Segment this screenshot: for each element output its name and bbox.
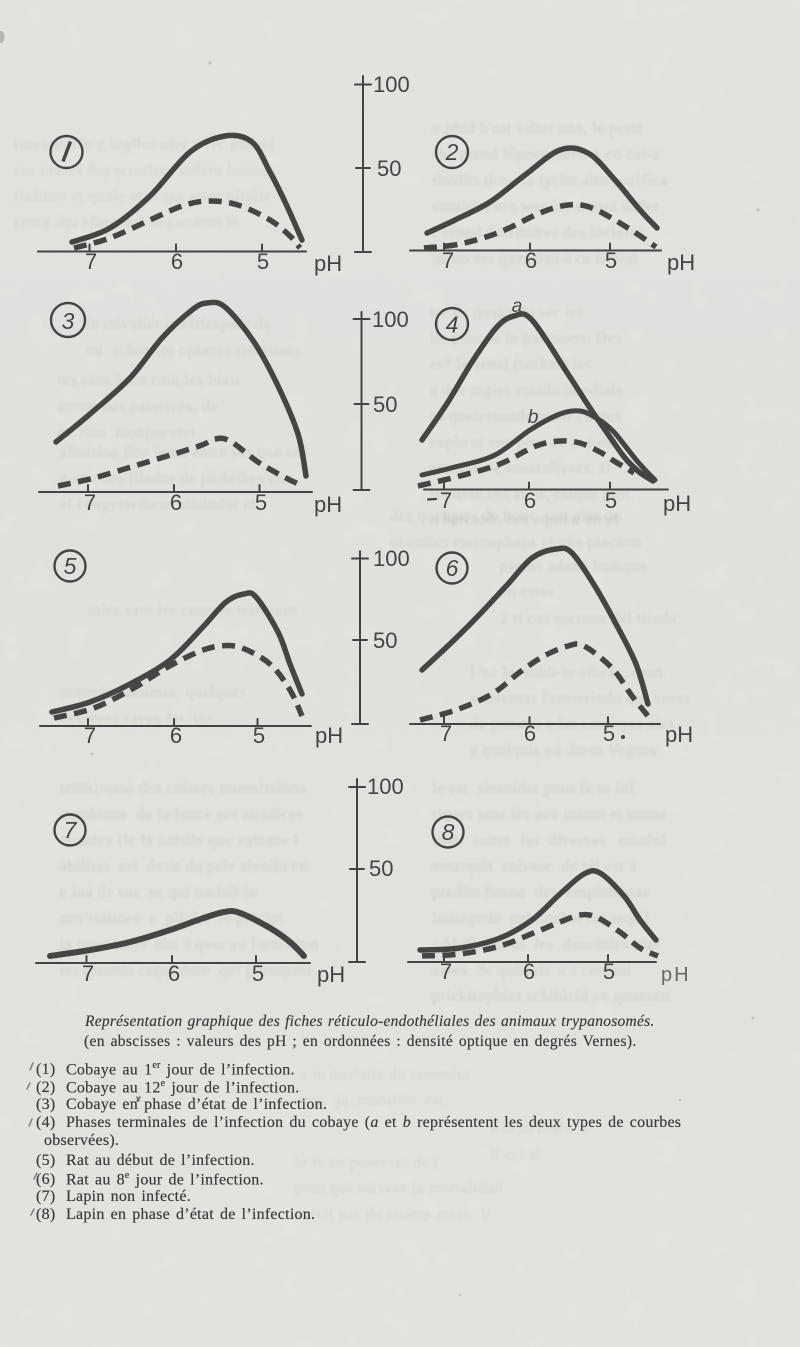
svg-text:5: 5 <box>603 721 615 746</box>
svg-text:5: 5 <box>605 248 617 273</box>
svg-text:pH: pH <box>317 962 345 987</box>
svg-text:5: 5 <box>255 490 267 515</box>
svg-text:6: 6 <box>524 488 536 513</box>
svg-text:50: 50 <box>377 156 401 181</box>
svg-text:2: 2 <box>445 139 459 165</box>
svg-text:7: 7 <box>85 249 97 274</box>
svg-text:50: 50 <box>369 856 393 881</box>
svg-text:6: 6 <box>523 959 535 984</box>
svg-text:7: 7 <box>84 723 96 748</box>
svg-text:5: 5 <box>253 723 265 748</box>
svg-text:a: a <box>512 296 523 317</box>
svg-text:5: 5 <box>64 553 77 579</box>
svg-text:3: 3 <box>62 308 75 334</box>
svg-text:6: 6 <box>170 723 182 748</box>
svg-text:8: 8 <box>442 819 455 845</box>
svg-text:pH: pH <box>663 491 691 516</box>
svg-text:7: 7 <box>440 959 452 984</box>
svg-text:pH: pH <box>314 492 342 517</box>
svg-text:6: 6 <box>446 555 459 581</box>
svg-text:100: 100 <box>367 774 404 799</box>
svg-text:pH: pH <box>315 723 343 748</box>
svg-text:5: 5 <box>603 959 615 984</box>
svg-text:50: 50 <box>373 628 397 653</box>
svg-text:100: 100 <box>372 307 409 332</box>
svg-text:7: 7 <box>440 721 452 746</box>
svg-text:7: 7 <box>442 248 454 273</box>
svg-text:7: 7 <box>440 488 452 513</box>
svg-text:7: 7 <box>82 961 94 986</box>
svg-text:6: 6 <box>525 248 537 273</box>
svg-text:4: 4 <box>446 312 459 338</box>
svg-text:100: 100 <box>373 546 410 571</box>
svg-text:7: 7 <box>84 490 96 515</box>
svg-text:pH: pH <box>661 964 691 986</box>
svg-text:5: 5 <box>605 488 617 513</box>
svg-text:pH: pH <box>667 250 695 275</box>
svg-text:100: 100 <box>373 72 410 97</box>
svg-text:50: 50 <box>373 392 397 417</box>
svg-text:b: b <box>528 407 539 428</box>
svg-text:5: 5 <box>257 249 269 274</box>
svg-text:6: 6 <box>168 961 180 986</box>
svg-text:pH: pH <box>314 251 342 276</box>
svg-text:5: 5 <box>252 961 264 986</box>
svg-text:6: 6 <box>170 490 182 515</box>
svg-text:6: 6 <box>524 721 536 746</box>
svg-text:pH: pH <box>665 722 693 747</box>
svg-text:7: 7 <box>64 817 78 843</box>
svg-text:6: 6 <box>171 249 183 274</box>
